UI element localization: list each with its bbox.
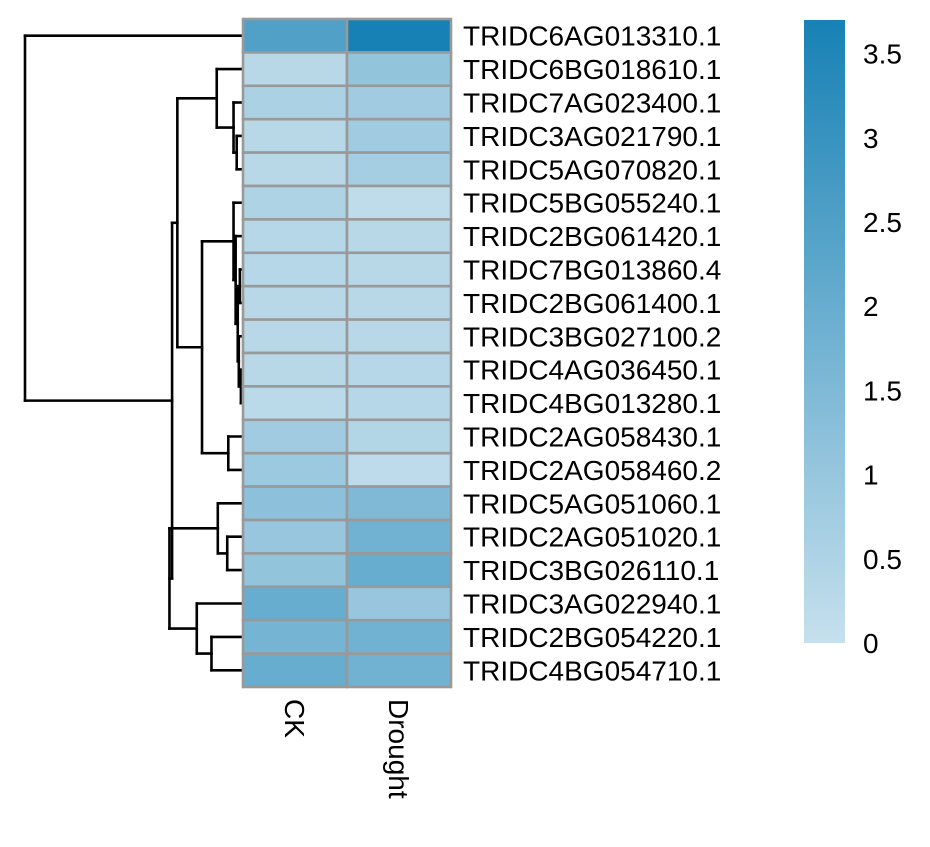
heatmap-cell [345, 284, 453, 321]
column-label: CK [279, 699, 310, 738]
row-label: TRIDC6AG013310.1 [463, 21, 721, 52]
column-labels: CK Drought [279, 699, 414, 799]
heatmap-cell [241, 151, 349, 188]
color-legend: 0 0.5 1 1.5 2 2.5 3 3.5 [804, 20, 902, 659]
row-label: TRIDC7BG013860.4 [463, 255, 721, 286]
heatmap-cell [345, 151, 453, 188]
column-label: Drought [383, 699, 414, 799]
row-label: TRIDC3BG027100.2 [463, 321, 721, 352]
row-label: TRIDC2BG061420.1 [463, 221, 721, 252]
heatmap-cell [345, 51, 453, 88]
heatmap-cell [345, 485, 453, 522]
legend-tick-label: 2 [863, 291, 879, 322]
row-label: TRIDC2AG051020.1 [463, 522, 721, 553]
heatmap-cell [241, 485, 349, 522]
heatmap-cell [241, 218, 349, 255]
legend-tick-label: 3.5 [863, 39, 902, 70]
heatmap-cell [345, 17, 453, 54]
heatmap-cell [241, 284, 349, 321]
heatmap-cell [241, 17, 349, 54]
heatmap-cell [241, 251, 349, 288]
row-label: TRIDC4BG013280.1 [463, 388, 721, 419]
row-label: TRIDC5AG051060.1 [463, 488, 721, 519]
row-label: TRIDC4BG054710.1 [463, 655, 721, 686]
heatmap-cell [345, 251, 453, 288]
heatmap-cell [345, 318, 453, 355]
heatmap-cell [241, 418, 349, 455]
row-label: TRIDC5AG070820.1 [463, 154, 721, 185]
row-label: TRIDC2AG058430.1 [463, 422, 721, 453]
row-label: TRIDC5BG055240.1 [463, 188, 721, 219]
heatmap-cell [345, 451, 453, 488]
legend-tick-label: 2.5 [863, 207, 902, 238]
legend-tick-label: 0.5 [863, 544, 902, 575]
heatmap-cell [241, 84, 349, 121]
row-label: TRIDC2AG058460.2 [463, 455, 721, 486]
heatmap-cell [345, 585, 453, 622]
heatmap-cells [241, 17, 453, 689]
heatmap-cell [241, 518, 349, 555]
heatmap-cell [345, 218, 453, 255]
heatmap-cell [241, 184, 349, 221]
row-label: TRIDC3AG022940.1 [463, 589, 721, 620]
row-labels: TRIDC6AG013310.1TRIDC6BG018610.1TRIDC7AG… [463, 21, 721, 687]
heatmap-cell [345, 618, 453, 655]
heatmap-cell [241, 385, 349, 422]
heatmap-cell [241, 351, 349, 388]
row-label: TRIDC2BG061400.1 [463, 288, 721, 319]
heatmap-cell [345, 652, 453, 689]
row-dendrogram [23, 34, 245, 672]
heatmap-cell [345, 351, 453, 388]
heatmap-cell [345, 552, 453, 589]
heatmap-cell [345, 418, 453, 455]
heatmap-cell [241, 451, 349, 488]
heatmap-cell [345, 385, 453, 422]
heatmap-cell [241, 652, 349, 689]
heatmap-cell [241, 552, 349, 589]
row-label: TRIDC7AG023400.1 [463, 88, 721, 119]
heatmap-cell [345, 84, 453, 121]
legend-tick-label: 1.5 [863, 375, 902, 406]
legend-tick-label: 3 [863, 123, 879, 154]
row-label: TRIDC3AG021790.1 [463, 121, 721, 152]
legend-tick-label: 0 [863, 628, 879, 659]
heatmap-cell [241, 585, 349, 622]
heatmap-cell [241, 618, 349, 655]
row-label: TRIDC2BG054220.1 [463, 622, 721, 653]
legend-tick-label: 1 [863, 460, 879, 491]
heatmap-cell [345, 518, 453, 555]
heatmap-cell [241, 318, 349, 355]
color-legend-ticks: 0 0.5 1 1.5 2 2.5 3 3.5 [863, 39, 902, 659]
heatmap-cell [241, 51, 349, 88]
heatmap-cell [241, 117, 349, 154]
heatmap-cell [345, 117, 453, 154]
row-label: TRIDC3BG026110.1 [463, 555, 719, 586]
heatmap-cell [345, 184, 453, 221]
row-label: TRIDC6BG018610.1 [463, 54, 721, 85]
row-label: TRIDC4AG036450.1 [463, 355, 721, 386]
color-legend-bar [804, 20, 845, 643]
